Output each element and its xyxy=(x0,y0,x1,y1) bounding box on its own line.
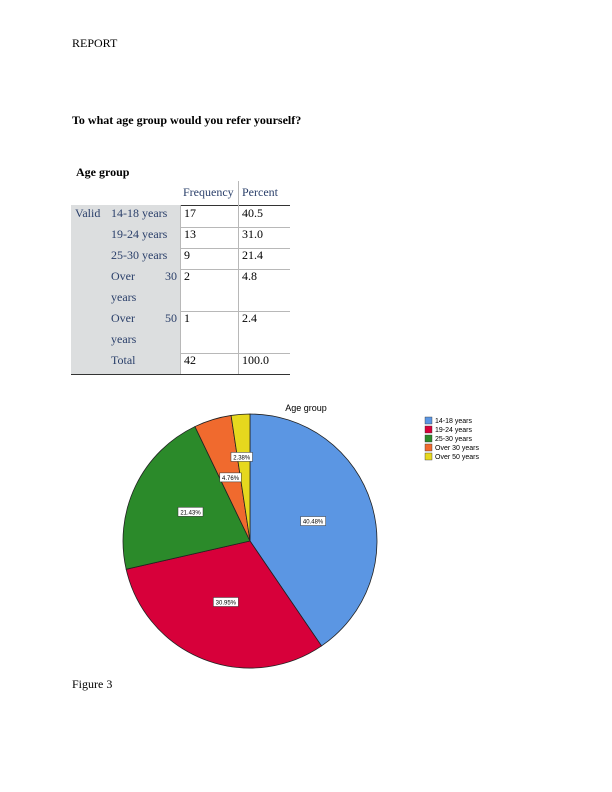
legend-swatch xyxy=(424,443,433,452)
total-frequency: 42 xyxy=(184,353,196,367)
row-rule xyxy=(180,353,290,354)
row-rule xyxy=(180,227,290,228)
row-percent: 31.0 xyxy=(242,227,263,241)
slice-label-4: 4.76% xyxy=(219,472,242,483)
row-frequency: 13 xyxy=(184,227,196,241)
legend-label: 14-18 years xyxy=(435,418,472,425)
row-frequency: 1 xyxy=(184,311,190,325)
header-percent: Percent xyxy=(242,185,278,199)
total-percent: 100.0 xyxy=(242,353,269,367)
row-percent: 40.5 xyxy=(242,206,263,220)
pie-slice-3 xyxy=(122,426,251,570)
row-label-line: years xyxy=(111,290,137,304)
row-percent: 4.8 xyxy=(242,269,257,283)
slice-label-box xyxy=(213,597,239,607)
report-header: REPORT xyxy=(72,36,118,50)
row-rule xyxy=(180,311,290,312)
row-frequency: 2 xyxy=(184,269,190,283)
slice-label-text: 21.43% xyxy=(180,510,201,516)
row-frequency: 17 xyxy=(184,206,196,220)
slice-label-2: 30.95% xyxy=(213,597,239,607)
row-label-line: 30 xyxy=(165,269,177,283)
row-label-line: years xyxy=(111,332,137,346)
slice-label-box xyxy=(219,472,242,483)
slice-label-5: 2.38% xyxy=(230,452,253,462)
age-group-table: Frequency Percent Valid 14-18 years 17 4… xyxy=(71,181,291,376)
question-heading: To what age group would you refer yourse… xyxy=(72,113,302,127)
total-label: Total xyxy=(111,353,136,367)
row-label-line: Over xyxy=(111,311,135,325)
row-label: 19-24 years xyxy=(111,227,168,241)
slice-label-3: 21.43% xyxy=(177,507,204,517)
table-title: Age group xyxy=(76,165,130,179)
slice-label-box xyxy=(300,516,326,526)
legend-swatch xyxy=(424,452,433,461)
slice-label-text: 30.95% xyxy=(216,600,237,606)
pie-slice-1 xyxy=(249,413,378,647)
row-percent: 2.4 xyxy=(242,311,257,325)
row-label-line: 50 xyxy=(165,311,177,325)
legend-label: 25-30 years xyxy=(435,436,472,443)
slice-label-box xyxy=(177,507,204,517)
legend-swatch xyxy=(424,425,433,434)
header-frequency: Frequency xyxy=(183,185,234,199)
label-column-bg xyxy=(71,205,180,375)
slice-label-box xyxy=(230,452,253,462)
column-rule xyxy=(238,181,239,374)
row-frequency: 9 xyxy=(184,248,190,262)
row-rule xyxy=(180,248,290,249)
row-percent: 21.4 xyxy=(242,248,263,262)
header-rule xyxy=(180,205,290,206)
row-label-line: Over xyxy=(111,269,135,283)
row-rule xyxy=(180,269,290,270)
slice-label-text: 4.76% xyxy=(222,476,240,482)
slice-label-1: 40.48% xyxy=(300,516,326,526)
legend-swatch xyxy=(424,434,433,443)
group-label-valid: Valid xyxy=(75,206,101,220)
column-rule xyxy=(180,205,181,374)
legend-label: Over 30 years xyxy=(435,445,479,452)
age-group-pie-chart: Age group 40.48% 30.95% 21.43% 4.76% 2.38% 1… xyxy=(122,403,479,669)
legend-label: Over 50 years xyxy=(435,454,479,461)
row-label: 25-30 years xyxy=(111,248,168,262)
figure-caption: Figure 3 xyxy=(72,677,113,691)
bottom-rule xyxy=(71,374,290,375)
legend-swatch xyxy=(424,416,433,425)
slice-label-text: 2.38% xyxy=(233,455,251,461)
chart-title: Age group xyxy=(285,403,327,413)
legend-label: 19-24 years xyxy=(435,427,472,434)
slice-label-text: 40.48% xyxy=(303,520,324,526)
row-label: 14-18 years xyxy=(111,206,168,220)
